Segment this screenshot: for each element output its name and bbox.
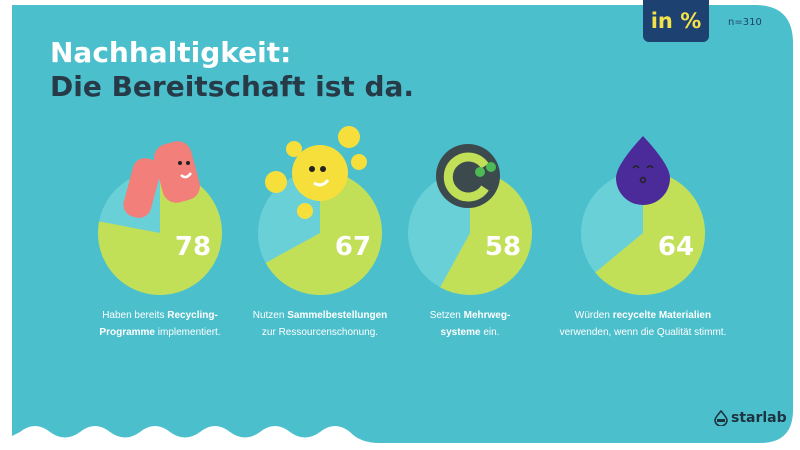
starlab-logo: starlab	[714, 410, 787, 426]
pie-value-label: 78	[175, 232, 211, 262]
title-line-2: Die Bereitschaft ist da.	[50, 70, 415, 103]
pink-character-icon	[123, 141, 200, 218]
purple-drop-character-icon	[616, 136, 670, 205]
pie-value-label: 64	[658, 232, 694, 262]
sample-size: n=310	[728, 17, 762, 28]
sun-character-icon	[265, 126, 367, 219]
pie-slice-value	[97, 171, 222, 295]
label-text: Würden	[574, 310, 613, 321]
label-text: ein.	[480, 327, 500, 338]
logo-text: starlab	[731, 410, 787, 426]
page-title: Nachhaltigkeit: Die Bereitschaft ist da.	[50, 36, 414, 104]
unit-badge: in %	[643, 0, 709, 42]
label-bold: Mehrweg-systeme	[440, 310, 511, 338]
pie-slice-value	[440, 171, 532, 296]
label-text: Haben bereits	[102, 310, 168, 321]
label-text: zur Ressourcenschonung.	[261, 327, 379, 338]
pie-slice-value	[595, 171, 705, 295]
label-bold: recycelte Materialien	[612, 310, 712, 321]
pie-label-4: Würden recycelte Materialien verwenden, …	[538, 307, 748, 341]
label-bold: Recycling-Programme	[99, 310, 218, 338]
pie-label-1: Haben bereits Recycling-Programme implem…	[90, 307, 230, 341]
label-text: implementiert.	[155, 327, 221, 338]
pie-value-label: 58	[485, 232, 521, 262]
pie-label-2: Nutzen Sammelbestellungen zur Ressourcen…	[240, 307, 400, 341]
title-line-1: Nachhaltigkeit:	[50, 36, 292, 69]
pie-label-3: Setzen Mehrweg-systeme ein.	[425, 307, 515, 341]
label-bold: Sammelbestellungen	[287, 310, 388, 321]
pie-value-label: 67	[335, 232, 371, 262]
label-text: Nutzen	[252, 310, 288, 321]
label-text: verwenden, wenn die Qualität stimmt.	[559, 327, 727, 338]
label-text: Setzen	[429, 310, 464, 321]
starlab-drop-icon	[714, 410, 728, 426]
pie-slice-value	[265, 171, 382, 295]
globe-cycle-icon	[436, 144, 500, 208]
